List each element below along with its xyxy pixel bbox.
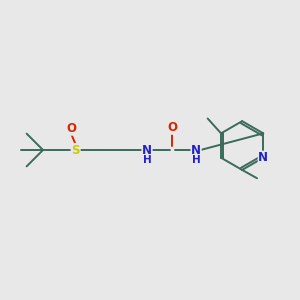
Text: O: O (167, 121, 177, 134)
Text: N: N (191, 143, 201, 157)
Text: N: N (142, 143, 152, 157)
Text: H: H (143, 154, 152, 164)
Text: S: S (71, 143, 80, 157)
Text: O: O (66, 122, 76, 135)
Text: H: H (192, 154, 200, 164)
Text: N: N (258, 151, 268, 164)
